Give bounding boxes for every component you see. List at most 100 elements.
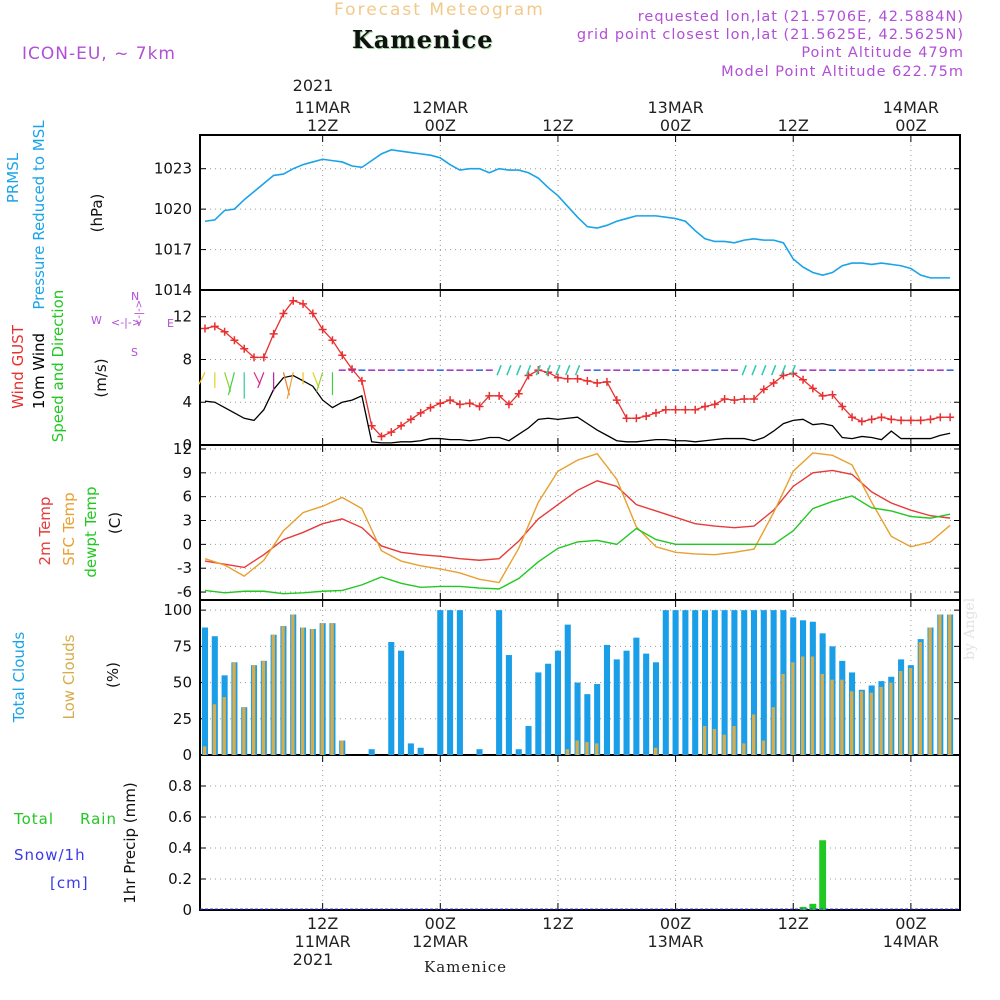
gust-marker bbox=[671, 405, 680, 414]
low-cloud-bar bbox=[840, 679, 844, 755]
gust-marker bbox=[632, 414, 641, 423]
gust-marker bbox=[250, 353, 259, 362]
total-cloud-bar bbox=[505, 655, 512, 755]
y-tick-label: 0.6 bbox=[168, 808, 192, 826]
bottom-time-label: 00Z bbox=[895, 914, 926, 933]
low-cloud-bar bbox=[281, 626, 285, 755]
model-altitude: Model Point Altitude 622.75m bbox=[721, 64, 964, 80]
bottom-time-label: 00Z bbox=[660, 914, 691, 933]
y-tick-label: 12 bbox=[173, 440, 192, 458]
y-tick-label: 8 bbox=[182, 350, 192, 368]
pressure-unit: (hPa) bbox=[88, 193, 106, 233]
low-clouds-label: Low Clouds bbox=[60, 634, 78, 720]
gust-marker bbox=[857, 417, 866, 426]
gust-marker bbox=[740, 395, 749, 404]
y-tick-label: 1023 bbox=[154, 160, 192, 178]
gust-marker bbox=[397, 421, 406, 430]
wind-arrow bbox=[770, 364, 777, 376]
panel-frame bbox=[199, 599, 961, 756]
total-cloud-bar bbox=[878, 681, 885, 755]
low-cloud-bar bbox=[565, 749, 570, 755]
y-tick-label: 0 bbox=[182, 901, 192, 919]
gust-marker bbox=[436, 399, 445, 408]
gust-marker bbox=[416, 408, 425, 417]
pressure-line bbox=[204, 149, 951, 279]
low-cloud-bar bbox=[732, 726, 736, 755]
prmsl-label: PRMSL bbox=[4, 152, 22, 204]
total-cloud-bar bbox=[760, 610, 767, 755]
wind-arrow bbox=[282, 372, 291, 396]
gust-marker bbox=[573, 374, 582, 383]
gust-marker bbox=[612, 396, 621, 405]
rain-bar bbox=[809, 903, 817, 910]
gust-marker bbox=[387, 428, 396, 437]
low-cloud-bar bbox=[595, 743, 599, 755]
gust-marker bbox=[808, 384, 817, 393]
total-cloud-bar bbox=[564, 624, 571, 755]
total-label: Total bbox=[14, 810, 55, 828]
gust-marker bbox=[681, 405, 690, 414]
total-cloud-bar bbox=[652, 662, 660, 755]
low-cloud-bar bbox=[575, 740, 579, 755]
dewpt-line bbox=[204, 495, 951, 595]
panel-frame bbox=[199, 134, 961, 291]
low-cloud-bar bbox=[830, 679, 834, 755]
low-cloud-bar bbox=[271, 634, 275, 755]
low-cloud-bar bbox=[212, 704, 217, 755]
low-cloud-bar bbox=[820, 673, 824, 755]
wind-arrow bbox=[555, 364, 561, 376]
wind-arrow bbox=[516, 364, 522, 376]
low-cloud-bar bbox=[948, 614, 952, 755]
total-cloud-bar bbox=[221, 675, 228, 755]
total-cloud-bar bbox=[750, 610, 758, 755]
total-cloud-bar bbox=[545, 663, 552, 755]
dewpt-label: dewpt Temp bbox=[82, 486, 100, 578]
total-cloud-bar bbox=[417, 747, 424, 755]
wind-label: 10m Wind bbox=[30, 332, 48, 410]
total-cloud-bar bbox=[839, 660, 846, 755]
total-cloud-bar bbox=[201, 627, 209, 755]
snow-unit-label: [cm] bbox=[50, 874, 89, 892]
low-cloud-bar bbox=[879, 686, 883, 755]
gust-marker bbox=[867, 415, 876, 424]
total-cloud-bar bbox=[584, 694, 591, 755]
total-cloud-bar bbox=[868, 685, 875, 755]
gust-marker bbox=[269, 329, 278, 338]
wind-unit: (m/s) bbox=[92, 358, 110, 398]
low-cloud-bar bbox=[899, 670, 903, 755]
footer-station: Kamenice bbox=[424, 958, 507, 976]
temp2m-line bbox=[204, 469, 951, 569]
y-tick-label: 9 bbox=[182, 464, 192, 482]
gust-marker bbox=[946, 413, 955, 422]
top-time-label: 12Z bbox=[542, 116, 573, 135]
gust-marker bbox=[495, 391, 504, 400]
total-cloud-bar bbox=[456, 610, 463, 755]
low-cloud-bar bbox=[702, 726, 707, 755]
gust-marker bbox=[308, 309, 317, 318]
wind-arrow bbox=[198, 372, 206, 385]
total-cloud-bar bbox=[300, 627, 307, 755]
total-cloud-bar bbox=[594, 684, 601, 755]
gust-marker bbox=[455, 400, 464, 409]
total-cloud-bar bbox=[260, 660, 267, 755]
compass-ns-arrows-icon: <-|-> bbox=[134, 299, 146, 328]
y-tick-label: 12 bbox=[173, 308, 192, 326]
gust-marker bbox=[524, 371, 533, 380]
rain-bar bbox=[799, 906, 807, 910]
temp2m-label: 2m Temp bbox=[36, 496, 54, 566]
total-cloud-bar bbox=[682, 610, 689, 755]
low-cloud-bar bbox=[751, 714, 756, 755]
wind-arrow bbox=[227, 372, 235, 396]
y-tick-label: 6 bbox=[182, 488, 192, 506]
low-cloud-bar bbox=[222, 697, 226, 755]
low-cloud-bar bbox=[801, 656, 805, 755]
chart-subtitle: Forecast Meteogram bbox=[334, 0, 545, 20]
gust-marker bbox=[367, 421, 376, 430]
total-cloud-bar bbox=[319, 623, 326, 755]
gust-marker bbox=[230, 336, 239, 345]
total-cloud-bar bbox=[809, 621, 816, 755]
total-cloud-bar bbox=[250, 665, 258, 755]
low-cloud-bar bbox=[232, 662, 236, 755]
total-cloud-bar bbox=[368, 749, 375, 755]
